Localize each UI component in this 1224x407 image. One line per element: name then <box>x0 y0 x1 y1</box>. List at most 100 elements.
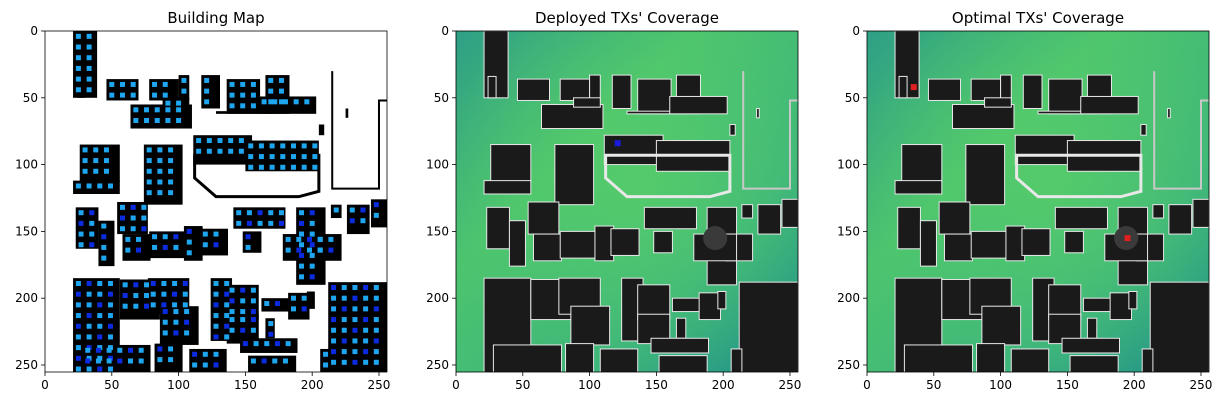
candidate-tx-dot <box>176 107 182 113</box>
candidate-tx-dot <box>101 255 107 261</box>
candidate-tx-dot <box>213 362 219 368</box>
candidate-tx-dot <box>173 244 179 250</box>
candidate-tx-dot <box>309 242 315 248</box>
candidate-tx-dot <box>173 319 179 325</box>
building-footprint <box>130 104 192 129</box>
candidate-tx-dot <box>106 347 112 353</box>
candidate-tx-dot <box>299 220 304 226</box>
candidate-tx-dot <box>128 347 133 353</box>
candidate-tx-dot <box>157 168 163 174</box>
panel-title: Building Map <box>167 9 264 27</box>
candidate-tx-dot <box>117 358 123 364</box>
building-footprint <box>258 96 317 114</box>
candidate-tx-dot <box>224 302 230 308</box>
candidate-tx-dot <box>258 143 264 149</box>
candidate-tx-dot <box>128 358 133 364</box>
candidate-tx-dot <box>269 143 275 149</box>
building-footprint <box>77 76 86 98</box>
x-tick-label: 200 <box>301 378 324 392</box>
candidate-tx-dot <box>75 55 81 61</box>
candidate-tx-dot <box>268 88 274 94</box>
candidate-tx-dot <box>107 345 113 351</box>
candidate-tx-dot <box>301 306 307 312</box>
candidate-tx-dot <box>86 355 92 361</box>
candidate-tx-dot <box>349 207 355 213</box>
candidate-tx-dot <box>261 99 267 105</box>
candidate-tx-dot <box>97 280 103 286</box>
candidate-tx-dot <box>168 346 174 352</box>
candidate-tx-dot <box>146 190 152 196</box>
x-tick-label: 250 <box>779 378 802 392</box>
y-tick-label: 0 <box>441 24 449 38</box>
candidate-tx-dot <box>173 309 179 315</box>
candidate-tx-dot <box>117 347 123 353</box>
candidate-tx-dot <box>250 92 256 98</box>
candidate-tx-dot <box>290 143 296 149</box>
building-footprint <box>1149 281 1209 372</box>
candidate-tx-dot <box>299 210 304 216</box>
building-footprint <box>643 206 697 230</box>
candidate-tx-dot <box>363 349 369 355</box>
building-footprint <box>1064 230 1084 254</box>
candidate-tx-dot <box>162 92 168 98</box>
candidate-tx-dot <box>309 220 315 226</box>
candidate-tx-dot <box>93 147 99 153</box>
building-footprint <box>318 124 325 136</box>
candidate-tx-dot <box>224 334 230 340</box>
candidate-tx-dot <box>373 317 379 323</box>
candidate-tx-dot <box>278 99 284 105</box>
y-tick-label: 0 <box>852 24 860 38</box>
candidate-tx-dot <box>272 358 278 364</box>
candidate-tx-dot <box>97 345 103 351</box>
candidate-tx-dot <box>352 295 358 301</box>
candidate-tx-dot <box>141 226 147 232</box>
candidate-tx-dot <box>202 351 208 357</box>
candidate-tx-dot <box>268 321 274 327</box>
candidate-tx-dot <box>274 341 280 347</box>
candidate-tx-dot <box>141 204 147 210</box>
plot-frame <box>44 30 388 373</box>
candidate-tx-dot <box>75 355 81 361</box>
candidate-tx-dot <box>168 190 174 196</box>
candidate-tx-dot <box>250 358 256 364</box>
candidate-tx-dot <box>341 327 347 333</box>
candidate-tx-dot <box>240 103 246 109</box>
candidate-tx-dot <box>75 44 81 50</box>
candidate-tx-dot <box>253 341 259 347</box>
candidate-tx-dot <box>107 302 113 308</box>
building-footprint <box>976 343 1006 372</box>
building-footprint <box>486 206 510 250</box>
building-footprint <box>201 75 221 109</box>
candidate-tx-dot <box>85 347 91 353</box>
candidate-tx-dot <box>258 164 264 170</box>
candidate-tx-dot <box>162 234 168 240</box>
candidate-tx-dot <box>157 190 163 196</box>
candidate-tx-dot <box>75 76 81 82</box>
candidate-tx-dot <box>86 313 92 319</box>
building-outline-right <box>742 71 798 190</box>
candidate-tx-dot <box>246 220 252 226</box>
building-footprint <box>559 78 591 101</box>
candidate-tx-dot <box>95 358 101 364</box>
building-footprint <box>559 230 601 259</box>
candidate-tx-dot <box>248 154 254 160</box>
tx-marker-layer <box>614 140 621 147</box>
candidate-tx-dot <box>307 236 313 242</box>
building-footprint <box>370 199 387 228</box>
building-footprint <box>306 291 315 309</box>
building-footprint <box>1069 355 1119 372</box>
candidate-tx-dot <box>168 158 174 164</box>
candidate-tx-layer <box>75 33 379 372</box>
candidate-tx-dot <box>248 164 254 170</box>
candidate-tx-dot <box>136 236 142 242</box>
candidate-tx-dot <box>264 301 270 307</box>
candidate-tx-dot <box>257 220 263 226</box>
candidate-tx-dot <box>301 154 307 160</box>
candidate-tx-dot <box>331 349 337 355</box>
candidate-tx-dot <box>97 313 103 319</box>
building-footprint <box>970 230 1012 259</box>
building-footprint <box>781 198 798 228</box>
candidate-tx-dot <box>373 212 379 218</box>
